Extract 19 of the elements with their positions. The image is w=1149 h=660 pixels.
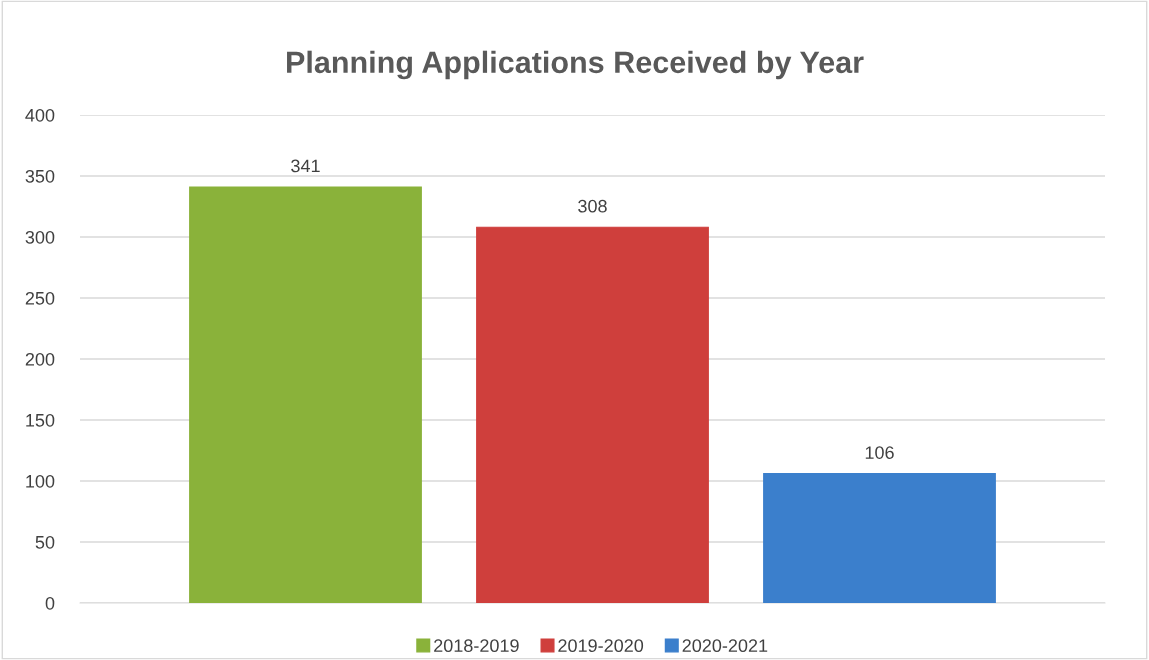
y-tick-label: 100 [26, 474, 55, 488]
y-tick-label: 250 [25, 291, 55, 305]
legend-label: 2019-2020 [558, 639, 644, 653]
data-label: 341 [291, 159, 320, 173]
y-tick-label: 400 [25, 108, 55, 122]
y-tick-label: 0 [45, 596, 55, 610]
bar [189, 186, 422, 603]
y-tick-label: 300 [25, 230, 55, 244]
y-tick-label: 50 [35, 535, 55, 549]
data-label: 106 [865, 446, 894, 459]
y-tick-label: 200 [25, 352, 55, 366]
y-tick-label: 150 [26, 413, 55, 427]
y-tick-label: 350 [25, 169, 55, 183]
legend-label: 2018-2019 [434, 639, 519, 653]
bar [476, 226, 709, 603]
legend-label: 2020-2021 [682, 639, 768, 653]
chart-title: Planning Applications Received by Year [287, 50, 864, 80]
bar [763, 473, 996, 603]
data-label: 308 [578, 199, 607, 213]
